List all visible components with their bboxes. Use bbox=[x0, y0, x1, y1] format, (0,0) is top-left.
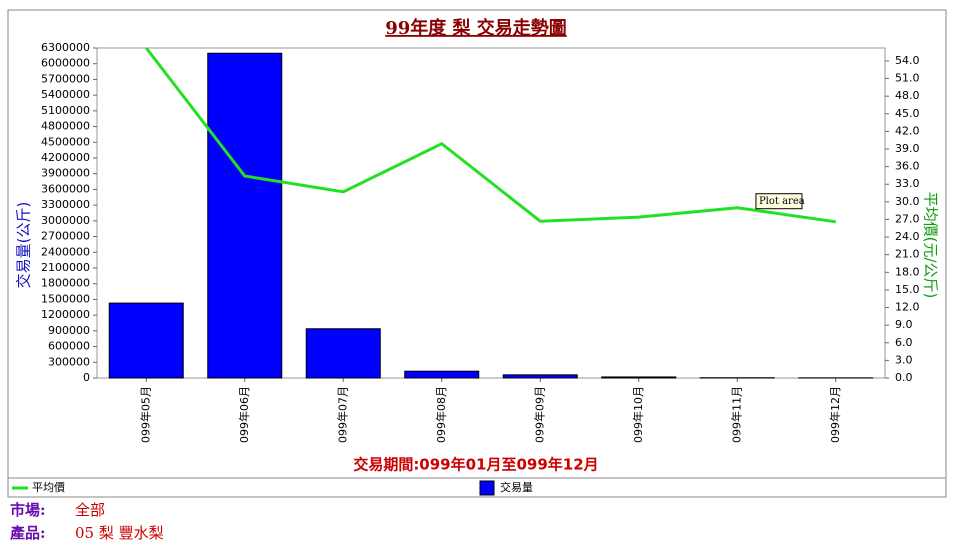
legend-label: 平均價 bbox=[32, 480, 65, 494]
y2-tick-label: 15.0 bbox=[895, 283, 920, 296]
y-tick-label: 2700000 bbox=[41, 230, 90, 243]
y-tick-label: 5400000 bbox=[41, 88, 90, 101]
y-tick-label: 1500000 bbox=[41, 292, 90, 305]
legend-label: 交易量 bbox=[500, 480, 533, 494]
y2-tick-label: 45.0 bbox=[895, 107, 920, 120]
y-tick-label: 600000 bbox=[48, 340, 90, 353]
y2-tick-label: 36.0 bbox=[895, 160, 920, 173]
y2-tick-label: 30.0 bbox=[895, 195, 920, 208]
y-tick-label: 4500000 bbox=[41, 135, 90, 148]
chart-title: 99年度 梨 交易走勢圖 bbox=[385, 17, 567, 39]
y2-tick-label: 24.0 bbox=[895, 230, 920, 243]
y2-tick-label: 51.0 bbox=[895, 72, 920, 85]
y-tick-label: 2400000 bbox=[41, 245, 90, 258]
x-tick-label: 099年09月 bbox=[532, 386, 546, 443]
y-tick-label: 1800000 bbox=[41, 277, 90, 290]
x-tick-label: 099年11月 bbox=[729, 386, 743, 443]
y2-axis-title: 平均價(元/公斤) bbox=[922, 192, 940, 299]
legend-swatch bbox=[480, 481, 494, 495]
y-tick-label: 3600000 bbox=[41, 182, 90, 195]
x-tick-label: 099年05月 bbox=[138, 386, 152, 443]
y-axis-title: 交易量(公斤) bbox=[15, 202, 33, 289]
y2-tick-label: 39.0 bbox=[895, 142, 920, 155]
x-tick-label: 099年12月 bbox=[828, 386, 842, 443]
bar bbox=[602, 377, 676, 378]
x-tick-label: 099年07月 bbox=[335, 386, 349, 443]
y-tick-label: 4800000 bbox=[41, 120, 90, 133]
bar bbox=[208, 53, 282, 378]
bar bbox=[503, 375, 577, 378]
y2-tick-label: 0.0 bbox=[895, 371, 913, 384]
y-tick-label: 2100000 bbox=[41, 261, 90, 274]
bar bbox=[405, 371, 479, 378]
annotation: Plot area bbox=[759, 196, 805, 207]
product-value: 05 梨 豐水梨 bbox=[75, 524, 164, 542]
y2-tick-label: 21.0 bbox=[895, 248, 920, 261]
y-tick-label: 900000 bbox=[48, 324, 90, 337]
y-tick-label: 300000 bbox=[48, 355, 90, 368]
y-tick-label: 6300000 bbox=[41, 41, 90, 54]
x-axis-title: 交易期間:099年01月至099年12月 bbox=[353, 456, 598, 474]
x-tick-label: 099年08月 bbox=[434, 386, 448, 443]
y-tick-label: 3900000 bbox=[41, 167, 90, 180]
y-tick-label: 3300000 bbox=[41, 198, 90, 211]
y-tick-label: 3000000 bbox=[41, 214, 90, 227]
y2-tick-label: 27.0 bbox=[895, 212, 920, 225]
market-value: 全部 bbox=[75, 501, 105, 519]
y2-tick-label: 33.0 bbox=[895, 177, 920, 190]
y-tick-label: 5100000 bbox=[41, 104, 90, 117]
bar bbox=[306, 329, 380, 378]
y2-tick-label: 12.0 bbox=[895, 301, 920, 314]
y2-tick-label: 3.0 bbox=[895, 353, 913, 366]
y-tick-label: 6000000 bbox=[41, 57, 90, 70]
y2-tick-label: 54.0 bbox=[895, 54, 920, 67]
y2-tick-label: 9.0 bbox=[895, 318, 913, 331]
y-tick-label: 5700000 bbox=[41, 72, 90, 85]
y-tick-label: 0 bbox=[83, 371, 90, 384]
product-label: 產品: bbox=[9, 524, 46, 542]
y2-tick-label: 18.0 bbox=[895, 265, 920, 278]
y2-tick-label: 42.0 bbox=[895, 124, 920, 137]
y-tick-label: 4200000 bbox=[41, 151, 90, 164]
x-tick-label: 099年06月 bbox=[237, 386, 251, 443]
market-label: 市場: bbox=[10, 501, 46, 519]
x-tick-label: 099年10月 bbox=[631, 386, 645, 443]
y-tick-label: 1200000 bbox=[41, 308, 90, 321]
bar bbox=[109, 303, 183, 378]
y2-tick-label: 6.0 bbox=[895, 336, 913, 349]
y2-tick-label: 48.0 bbox=[895, 89, 920, 102]
